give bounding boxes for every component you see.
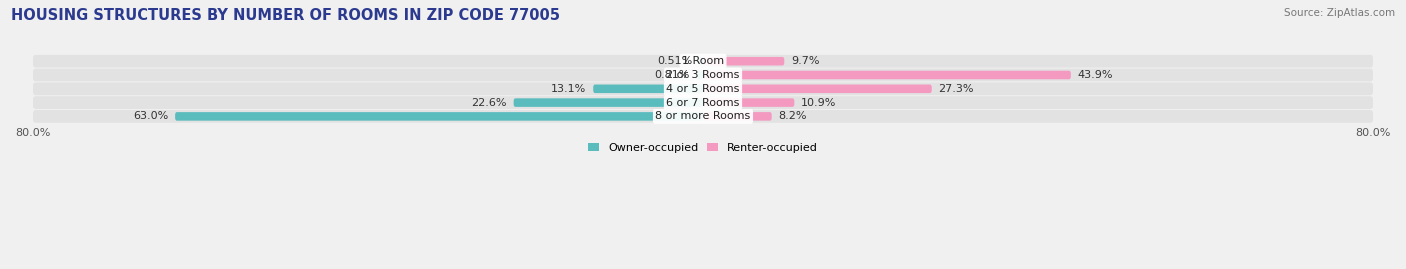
Text: 8.2%: 8.2% [779,111,807,121]
FancyBboxPatch shape [32,96,1374,109]
Text: 2 or 3 Rooms: 2 or 3 Rooms [666,70,740,80]
Text: 6 or 7 Rooms: 6 or 7 Rooms [666,98,740,108]
Text: 9.7%: 9.7% [792,56,820,66]
Text: 1 Room: 1 Room [682,56,724,66]
FancyBboxPatch shape [699,57,703,65]
Text: 22.6%: 22.6% [471,98,508,108]
FancyBboxPatch shape [32,55,1374,68]
FancyBboxPatch shape [32,83,1374,95]
Text: 0.81%: 0.81% [654,70,689,80]
FancyBboxPatch shape [513,98,703,107]
Text: Source: ZipAtlas.com: Source: ZipAtlas.com [1284,8,1395,18]
Text: 10.9%: 10.9% [801,98,837,108]
Legend: Owner-occupied, Renter-occupied: Owner-occupied, Renter-occupied [583,138,823,157]
FancyBboxPatch shape [696,71,703,79]
Text: 27.3%: 27.3% [938,84,974,94]
FancyBboxPatch shape [32,110,1374,123]
Text: 0.51%: 0.51% [657,56,692,66]
FancyBboxPatch shape [32,69,1374,81]
Text: 8 or more Rooms: 8 or more Rooms [655,111,751,121]
FancyBboxPatch shape [703,84,932,93]
FancyBboxPatch shape [703,57,785,65]
Text: 13.1%: 13.1% [551,84,586,94]
Text: 63.0%: 63.0% [134,111,169,121]
FancyBboxPatch shape [703,71,1071,79]
Text: 4 or 5 Rooms: 4 or 5 Rooms [666,84,740,94]
FancyBboxPatch shape [703,98,794,107]
FancyBboxPatch shape [703,112,772,121]
FancyBboxPatch shape [176,112,703,121]
Text: 43.9%: 43.9% [1077,70,1114,80]
FancyBboxPatch shape [593,84,703,93]
Text: HOUSING STRUCTURES BY NUMBER OF ROOMS IN ZIP CODE 77005: HOUSING STRUCTURES BY NUMBER OF ROOMS IN… [11,8,560,23]
